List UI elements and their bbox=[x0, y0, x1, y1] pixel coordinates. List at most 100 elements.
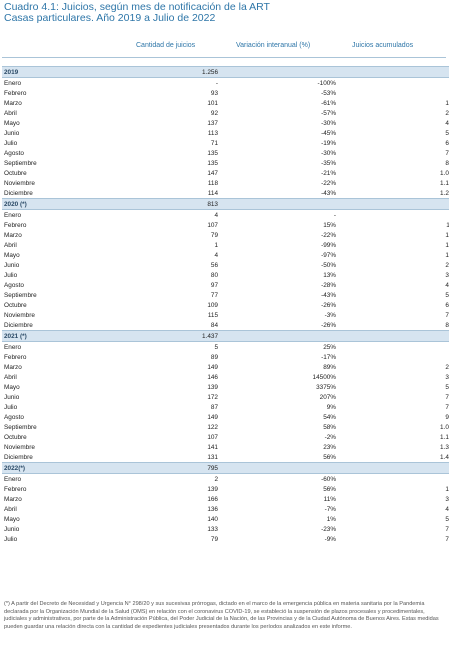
table-row: Julio 71 -19% 607 bbox=[2, 138, 449, 148]
title-line-1: Cuadro 4.1: Juicios, según mes de notifi… bbox=[4, 1, 270, 13]
cantidad-cell: 56 bbox=[210, 261, 218, 269]
column-header-variacion: Variación interanual (%) bbox=[236, 42, 311, 49]
year-label: 2021 (*) bbox=[2, 330, 86, 342]
header-divider bbox=[2, 57, 446, 58]
table-row: Junio 172 207% 700 bbox=[2, 392, 449, 402]
year-row: 2022(*) 795 bbox=[2, 462, 449, 474]
month-cell: Septiembre bbox=[4, 291, 37, 299]
cantidad-cell: 133 bbox=[207, 525, 218, 533]
acumulado-cell: 111 bbox=[446, 221, 449, 229]
cantidad-cell: 79 bbox=[210, 535, 218, 543]
year-label: 2022(*) bbox=[2, 462, 86, 474]
month-cell: Abril bbox=[4, 241, 17, 249]
month-cell: Abril bbox=[4, 505, 17, 513]
title-line-2: Casas particulares. Año 2019 a Julio de … bbox=[4, 12, 216, 24]
cantidad-cell: 2 bbox=[214, 475, 218, 483]
variacion-cell: -57% bbox=[321, 109, 336, 117]
month-cell: Julio bbox=[4, 403, 18, 411]
month-cell: Noviembre bbox=[4, 179, 35, 187]
cantidad-cell: 71 bbox=[210, 139, 218, 147]
cantidad-cell: 131 bbox=[207, 453, 218, 461]
table-row: Julio 87 9% 787 bbox=[2, 402, 449, 412]
cantidad-cell: 4 bbox=[214, 211, 218, 219]
acumulado-cell: 607 bbox=[445, 139, 449, 147]
acumulado-cell: 813 bbox=[445, 321, 449, 329]
year-label: 2019 bbox=[2, 66, 86, 78]
table-body: 20191.256Enero--100%-Febrero93-53%93Marz… bbox=[2, 66, 449, 545]
variacion-cell: -43% bbox=[321, 189, 336, 197]
cantidad-cell: 107 bbox=[207, 433, 218, 441]
cantidad-cell: 109 bbox=[207, 301, 218, 309]
variacion-cell: 3375% bbox=[316, 383, 336, 391]
year-spacer bbox=[338, 462, 449, 474]
variacion-cell: - bbox=[333, 211, 336, 219]
table-row: Mayo 4 -97% 195 bbox=[2, 250, 449, 260]
cantidad-cell: 149 bbox=[207, 363, 218, 371]
cantidad-cell: 87 bbox=[210, 403, 218, 411]
cantidad-cell: 97 bbox=[210, 281, 218, 289]
variacion-cell: -26% bbox=[321, 301, 336, 309]
table-row: Agosto 149 54% 936 bbox=[2, 412, 449, 422]
cantidad-cell: 140 bbox=[207, 515, 218, 523]
variacion-cell: 13% bbox=[323, 271, 336, 279]
month-cell: Febrero bbox=[4, 353, 27, 361]
table-row: Diciembre 131 56% 1.437 bbox=[2, 452, 449, 463]
variacion-cell: -19% bbox=[321, 139, 336, 147]
month-cell: Diciembre bbox=[4, 321, 33, 329]
acumulado-cell: 1.306 bbox=[440, 443, 449, 451]
table-row: Noviembre 118 -22% 1.142 bbox=[2, 178, 449, 188]
table-row: Marzo 166 11% 307 bbox=[2, 494, 449, 504]
cantidad-cell: 107 bbox=[207, 221, 218, 229]
month-cell: Mayo bbox=[4, 251, 20, 259]
acumulado-cell: 1.024 bbox=[440, 169, 449, 177]
cantidad-cell: 92 bbox=[210, 109, 218, 117]
acumulado-cell: 1.256 bbox=[440, 189, 449, 197]
month-cell: Enero bbox=[4, 79, 22, 87]
acumulado-cell: 528 bbox=[445, 383, 449, 391]
table-row: Agosto 97 -28% 428 bbox=[2, 280, 449, 290]
cantidad-cell: 77 bbox=[210, 291, 218, 299]
month-cell: Marzo bbox=[4, 99, 22, 107]
month-cell: Agosto bbox=[4, 281, 24, 289]
year-spacer bbox=[220, 66, 338, 78]
year-row: 2019 1.256 bbox=[2, 66, 449, 78]
acumulado-cell: 716 bbox=[445, 525, 449, 533]
acumulado-cell: 1.058 bbox=[440, 423, 449, 431]
acumulado-cell: 536 bbox=[445, 129, 449, 137]
acumulado-cell: 195 bbox=[445, 251, 449, 259]
month-cell: Junio bbox=[4, 129, 20, 137]
juicios-table: 20191.256Enero--100%-Febrero93-53%93Marz… bbox=[2, 66, 449, 544]
variacion-cell: -100% bbox=[317, 79, 336, 87]
acumulado-cell: 936 bbox=[445, 413, 449, 421]
variacion-cell: -45% bbox=[321, 129, 336, 137]
acumulado-cell: 389 bbox=[445, 373, 449, 381]
year-total: 1.256 bbox=[86, 66, 220, 78]
acumulado-cell: 307 bbox=[445, 495, 449, 503]
acumulado-cell: 700 bbox=[445, 393, 449, 401]
variacion-cell: 1% bbox=[326, 515, 336, 523]
cantidad-cell: 101 bbox=[207, 99, 218, 107]
cantidad-cell: 84 bbox=[210, 321, 218, 329]
month-cell: Octubre bbox=[4, 301, 27, 309]
table-row: Abril 1 -99% 191 bbox=[2, 240, 449, 250]
acumulado-cell: 787 bbox=[445, 403, 449, 411]
year-label: 2020 (*) bbox=[2, 198, 86, 210]
table-row: Febrero 89 -17%94 bbox=[2, 352, 449, 362]
month-cell: Abril bbox=[4, 109, 17, 117]
variacion-cell: 56% bbox=[323, 453, 336, 461]
table-row: Marzo 101 -61% 194 bbox=[2, 98, 449, 108]
variacion-cell: -99% bbox=[321, 241, 336, 249]
table-row: Abril 92 -57% 286 bbox=[2, 108, 449, 118]
month-cell: Febrero bbox=[4, 89, 27, 97]
acumulado-cell: 4 bbox=[338, 210, 449, 221]
cantidad-cell: 146 bbox=[207, 373, 218, 381]
variacion-cell: 207% bbox=[319, 393, 336, 401]
month-cell: Agosto bbox=[4, 413, 24, 421]
variacion-cell: -60% bbox=[321, 475, 336, 483]
cantidad-cell: 147 bbox=[207, 169, 218, 177]
table-row: Agosto 135 -30% 742 bbox=[2, 148, 449, 158]
table-row: Junio 56 -50% 251 bbox=[2, 260, 449, 270]
